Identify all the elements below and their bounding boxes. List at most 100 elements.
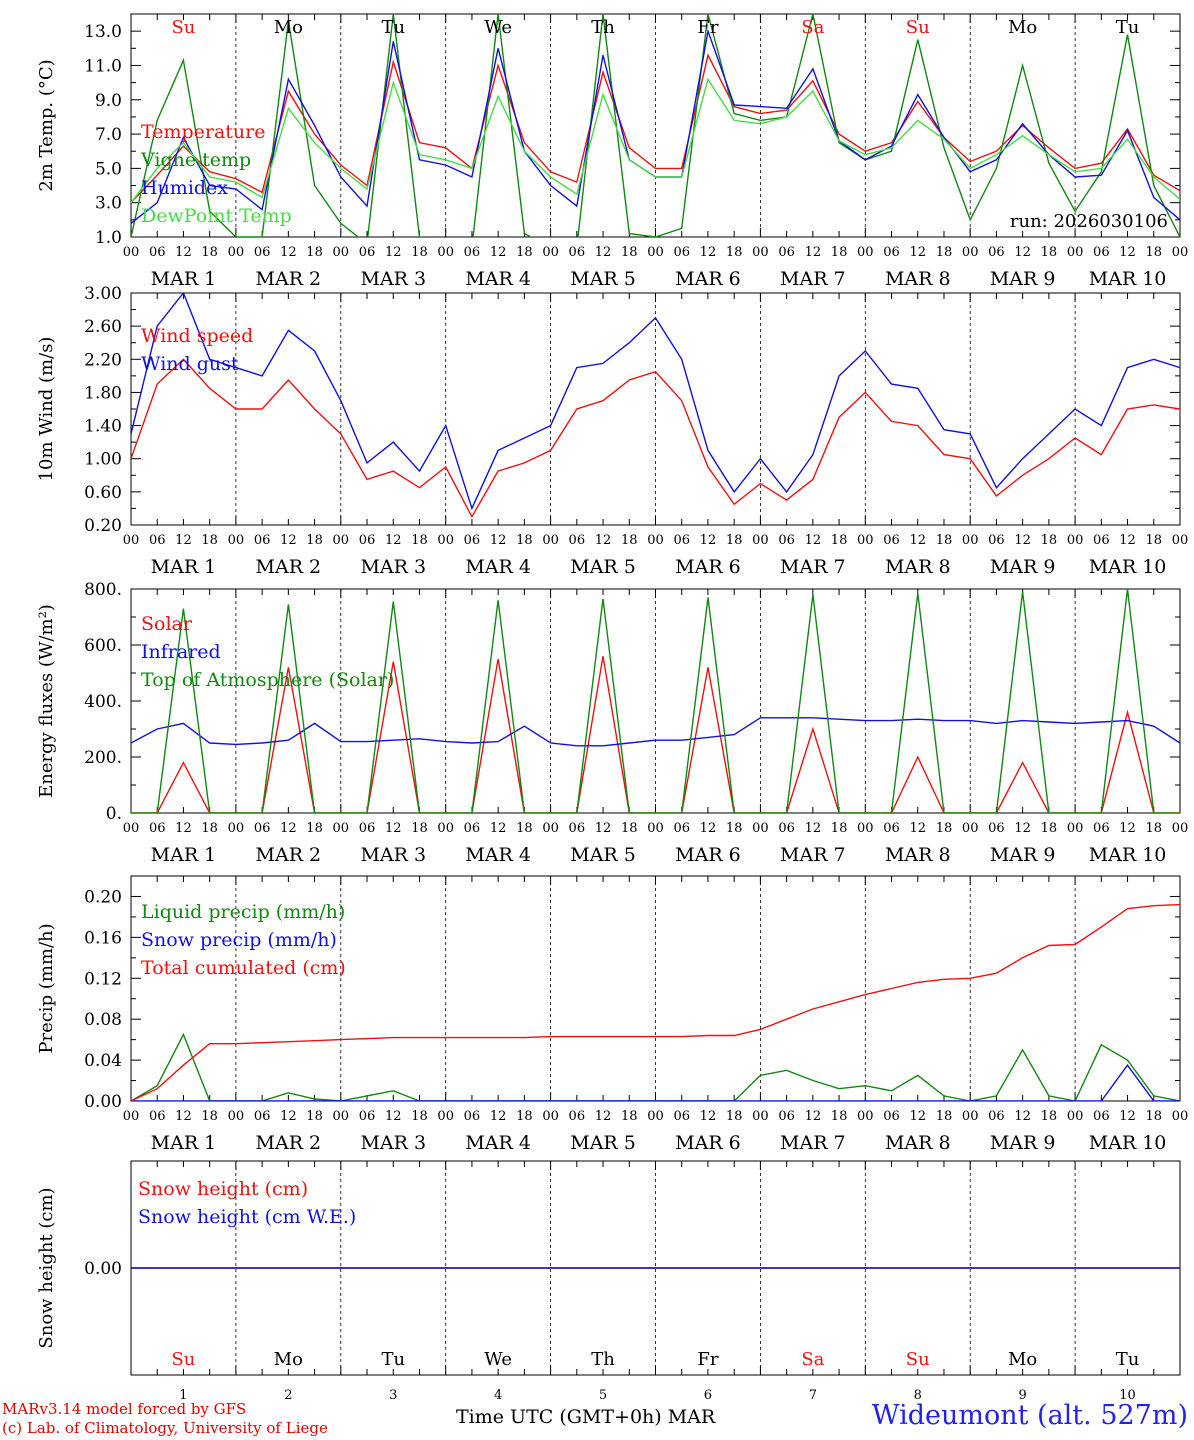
hour-label: 00	[752, 821, 769, 836]
hour-label: 06	[1093, 245, 1110, 260]
weekday-label: Mo	[274, 1349, 303, 1370]
hour-label: 06	[149, 821, 166, 836]
hour-label: 06	[883, 821, 900, 836]
y-tick-label: 0.	[106, 804, 122, 824]
hour-label: 06	[254, 821, 271, 836]
weekday-label: Fr	[697, 17, 718, 38]
hour-label: 06	[464, 245, 481, 260]
weekday-label: Su	[171, 17, 195, 38]
hour-label: 06	[149, 533, 166, 548]
hour-label: 00	[437, 533, 454, 548]
date-label: MAR 5	[570, 556, 636, 578]
date-label: MAR 6	[675, 844, 741, 866]
date-label: MAR 7	[780, 844, 846, 866]
footer-credits: MARv3.14 model forced by GFS (c) Lab. of…	[2, 1400, 328, 1438]
hour-label: 06	[569, 821, 586, 836]
date-label: MAR 3	[360, 1132, 426, 1154]
hour-label: 00	[437, 245, 454, 260]
hour-label: 06	[778, 245, 795, 260]
hour-label: 12	[700, 821, 717, 836]
chart-panel-5: 0.00 Snow height (cm) Snow height (cm) Snow…	[36, 1160, 1181, 1403]
date-label: MAR 6	[675, 556, 741, 578]
hour-label: 18	[936, 533, 953, 548]
hour-label: 18	[1041, 533, 1058, 548]
hour-label: 06	[254, 1109, 271, 1124]
date-label: MAR 8	[885, 556, 951, 578]
hour-label: 18	[1146, 245, 1163, 260]
y-tick-label: 3.0	[95, 194, 122, 214]
legend-entry: Wind gust	[141, 353, 239, 375]
date-label: MAR 5	[570, 844, 636, 866]
weekday-label: Tu	[1116, 1349, 1140, 1370]
hour-label: 12	[909, 821, 926, 836]
hour-label: 12	[1119, 245, 1136, 260]
date-label: MAR 8	[885, 844, 951, 866]
day-number-label: 9	[1019, 1388, 1027, 1403]
series-line-wind-gust	[131, 293, 1180, 511]
hour-label: 18	[621, 821, 638, 836]
hour-label: 06	[883, 533, 900, 548]
hour-label: 12	[1119, 1109, 1136, 1124]
hour-label: 06	[569, 1109, 586, 1124]
hour-label: 00	[1067, 245, 1084, 260]
hour-label: 00	[333, 533, 350, 548]
weekday-label: Tu	[1116, 17, 1140, 38]
y-tick-label: 2.20	[84, 350, 122, 370]
date-label: MAR 4	[465, 1132, 531, 1154]
day-number-label: 10	[1119, 1388, 1136, 1403]
hour-label: 18	[1041, 821, 1058, 836]
date-label: MAR 1	[151, 268, 217, 290]
hour-label: 18	[936, 821, 953, 836]
hour-label: 06	[254, 533, 271, 548]
y-tick-label: 13.0	[84, 22, 122, 42]
hour-label: 18	[621, 1109, 638, 1124]
weekday-label: We	[484, 1349, 512, 1370]
hour-label: 06	[359, 1109, 376, 1124]
y-tick-label: 0.00	[84, 1259, 122, 1279]
weekday-label: Sa	[801, 17, 824, 38]
hour-label: 18	[516, 533, 533, 548]
y-tick-label: 0.20	[84, 516, 122, 536]
legend-entry: DewPoint Temp	[141, 205, 292, 227]
day-number-label: 8	[914, 1388, 922, 1403]
hour-label: 00	[542, 821, 559, 836]
day-number-label: 7	[809, 1388, 817, 1403]
y-tick-label: 9.0	[95, 91, 122, 111]
weekday-label: Mo	[1008, 17, 1037, 38]
day-number-label: 6	[704, 1388, 712, 1403]
hour-label: 00	[123, 533, 140, 548]
y-tick-label: 0.20	[84, 887, 122, 907]
hour-label: 00	[857, 1109, 874, 1124]
weekday-label: Th	[591, 17, 615, 38]
hour-label: 00	[437, 1109, 454, 1124]
date-label: MAR 2	[256, 268, 322, 290]
series-line-total-cumulated-cm-	[131, 903, 1180, 1101]
hour-label: 18	[1146, 821, 1163, 836]
hour-label: 18	[1041, 245, 1058, 260]
hour-label: 12	[700, 533, 717, 548]
hour-label: 06	[1093, 1109, 1110, 1124]
date-label: MAR 10	[1089, 844, 1167, 866]
hour-label: 00	[228, 533, 245, 548]
hour-label: 00	[333, 1109, 350, 1124]
hour-label: 00	[647, 1109, 664, 1124]
hour-label: 18	[831, 821, 848, 836]
date-label: MAR 1	[151, 1132, 217, 1154]
hour-label: 12	[909, 1109, 926, 1124]
y-tick-label: 0.08	[84, 1010, 122, 1030]
hour-label: 00	[962, 533, 979, 548]
hour-label: 06	[778, 821, 795, 836]
y-tick-label: 200.	[84, 748, 122, 768]
date-label: MAR 2	[256, 556, 322, 578]
legend-entry: Total cumulated (cm)	[141, 957, 346, 979]
legend-entry: Solar	[141, 613, 193, 635]
date-label: MAR 8	[885, 1132, 951, 1154]
hour-label: 18	[306, 1109, 323, 1124]
hour-label: 00	[123, 1109, 140, 1124]
hour-label: 18	[411, 533, 428, 548]
hour-label: 00	[437, 821, 454, 836]
y-tick-label: 1.0	[95, 228, 122, 248]
y-axis-label: 10m Wind (m/s)	[36, 337, 57, 482]
date-label: MAR 7	[780, 556, 846, 578]
weekday-label: Fr	[697, 1349, 718, 1370]
